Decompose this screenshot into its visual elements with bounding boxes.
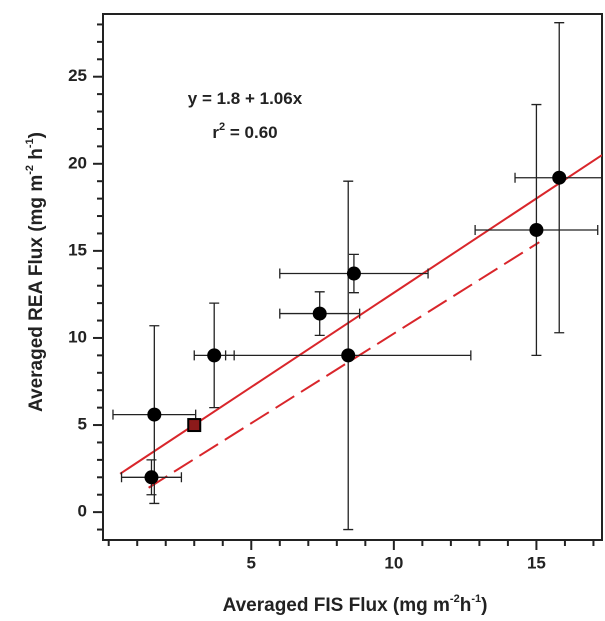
x-axis-label: Averaged FIS Flux (mg m-2h-1) (223, 593, 488, 616)
e: ) (481, 595, 487, 616)
r-value: = 0.60 (225, 123, 277, 142)
one-to-one-line (148, 241, 540, 489)
plot-frame (102, 13, 603, 541)
y-tick-label: 5 (78, 415, 87, 434)
y-tick-label: 20 (68, 153, 87, 172)
point (147, 407, 162, 422)
point (346, 266, 361, 281)
point (552, 170, 567, 185)
m: h (460, 595, 472, 616)
point (207, 348, 222, 363)
r: r (212, 123, 219, 142)
x-tick-label: 5 (247, 553, 256, 572)
r-sup: 2 (219, 121, 225, 133)
square-point (187, 418, 202, 433)
s1: -2 (450, 593, 460, 605)
y-tick-label: 15 (68, 240, 87, 259)
point (341, 348, 356, 363)
s2: -1 (471, 593, 481, 605)
y-tick-label: 0 (78, 502, 87, 521)
s2: -1 (24, 138, 36, 148)
y-axis-label: Averaged REA Flux (mg m-2 h-1) (24, 132, 47, 412)
m: h (26, 148, 47, 165)
x-tick-label: 10 (384, 553, 403, 572)
r-squared: r2 = 0.60 (212, 121, 277, 142)
s1: -2 (24, 165, 36, 175)
t: Averaged REA Flux (mg m (26, 175, 47, 412)
e: ) (26, 132, 47, 138)
t: Averaged FIS Flux (mg m (223, 595, 450, 616)
y-tick-label: 25 (68, 66, 87, 85)
y-tick-label: 10 (68, 327, 87, 346)
point (312, 306, 327, 321)
equation: y = 1.8 + 1.06x (188, 89, 303, 108)
x-tick-label: 15 (527, 553, 546, 572)
point (144, 470, 159, 485)
point (529, 222, 544, 237)
